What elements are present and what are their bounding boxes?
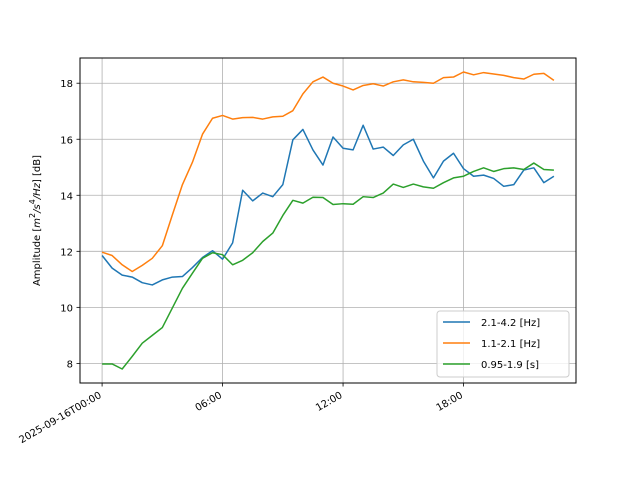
y-tick-label: 8 [67,359,73,370]
series-line-1 [101,124,555,286]
plot-frame [79,57,577,384]
y-axis-ticks: 8 10 12 14 16 18 [60,79,80,370]
legend-label-1: 2.1-4.2 [Hz] [481,318,540,329]
y-axis-label: Amplitude [m2/s4/Hz] [dB] [28,155,43,286]
series-line-3 [102,162,554,370]
series-line-2 [101,71,555,273]
y-tick-label: 10 [60,303,73,314]
series-lines [101,71,555,370]
legend-label-2: 1.1-2.1 [Hz] [481,339,540,350]
legend-box [436,310,570,378]
y-tick-label: 16 [60,135,73,146]
y-tick-label: 14 [60,191,73,202]
y-tick-label: 12 [60,247,73,258]
y-tick-label: 18 [60,79,73,90]
legend: 2.1-4.2 [Hz] 1.1-2.1 [Hz] 0.95-1.9 [s] [436,310,570,378]
legend-label-3: 0.95-1.9 [s] [481,360,539,371]
